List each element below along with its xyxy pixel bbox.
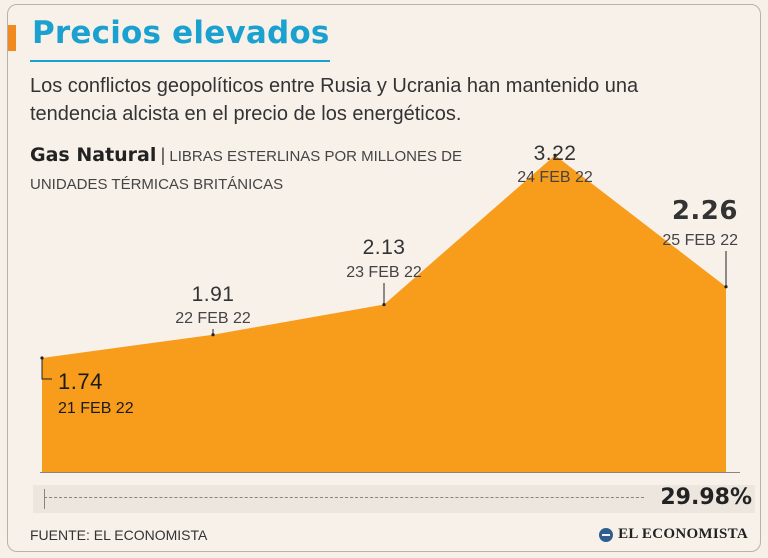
date-label: 24 FEB 22 [517,169,593,186]
leader-line [41,358,52,380]
date-label: 23 FEB 22 [346,264,422,281]
price-area [42,155,726,473]
change-bar [33,485,755,513]
area-chart: 1.74 21 FEB 22 1.91 22 FEB 22 2.13 23 FEB 22 3… [40,142,740,473]
date-label: 21 FEB 22 [58,400,134,417]
value-label: 2.26 [672,196,738,226]
value-label: 3.22 [534,142,577,165]
change-percent: 29.98% [660,485,752,510]
infographic-card: Precios elevados Los conflictos geopolít… [7,4,761,552]
series-name: Gas Natural [30,144,157,166]
brand-name: EL ECONOMISTA [618,526,748,542]
date-label: 25 FEB 22 [662,232,738,249]
brand-logo: EL ECONOMISTA [599,526,748,543]
logo-mark-icon [599,527,614,542]
series-label: Gas Natural | LIBRAS ESTERLINAS POR MILL… [30,141,490,199]
page-title: Precios elevados [32,15,330,51]
date-label: 22 FEB 22 [175,310,251,327]
series-separator: | [160,145,166,165]
title-underline [30,60,330,62]
value-label: 1.74 [58,369,103,394]
source-note: FUENTE: EL ECONOMISTA [30,527,208,543]
title-accent-bar [8,25,16,51]
value-label: 2.13 [363,236,406,259]
change-dashed-line [44,497,644,498]
data-point [553,153,557,157]
series-unit: LIBRAS ESTERLINAS POR MILLONES DE UNIDAD… [30,148,463,193]
subtitle: Los conflictos geopolíticos entre Rusia … [30,75,639,125]
value-label: 1.91 [192,283,235,306]
change-start-tick [44,489,45,509]
